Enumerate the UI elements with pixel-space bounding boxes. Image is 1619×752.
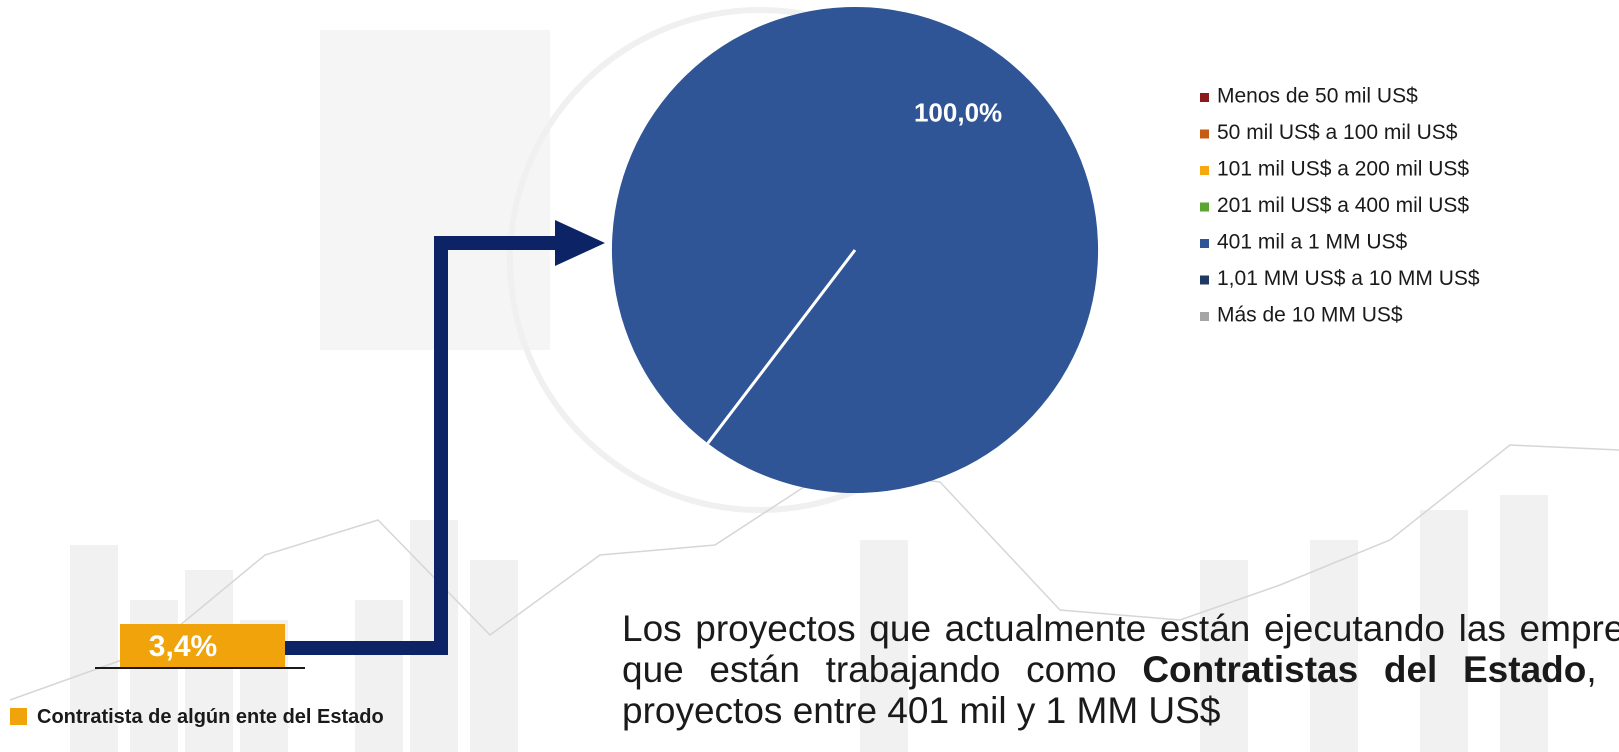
paragraph-text: Los proyectos que actualmente están ejec… xyxy=(622,608,1619,690)
legend-marker xyxy=(1200,202,1209,212)
legend-marker xyxy=(1200,166,1209,175)
background-decoration xyxy=(9,7,1619,752)
legend-label: 1,01 MM US$ a 10 MM US$ xyxy=(1217,267,1480,290)
callout-caption: Contratista de algún ente del Estado xyxy=(37,706,384,728)
pie: 100,0% xyxy=(611,6,1099,494)
callout-value: 3,4% xyxy=(149,630,217,663)
legend-label: Menos de 50 mil US$ xyxy=(1217,85,1418,108)
data-label: 100,0% xyxy=(914,98,1002,128)
caption-marker xyxy=(10,708,27,725)
legend-label: 201 mil US$ a 400 mil US$ xyxy=(1217,194,1469,217)
legend-marker xyxy=(1200,312,1209,321)
legend-marker xyxy=(1200,275,1209,285)
legend-label: Más de 10 MM US$ xyxy=(1217,304,1403,327)
slice-border xyxy=(706,249,857,445)
legend-marker xyxy=(1200,93,1209,102)
callout-badge xyxy=(120,624,285,668)
paragraph-text: , son proyectos entre 401 mil y 1 MM US$ xyxy=(622,649,1619,731)
legend-label: 401 mil a 1 MM US$ xyxy=(1217,231,1408,254)
legend-marker xyxy=(1200,129,1209,139)
legend-label: 101 mil US$ a 200 mil US$ xyxy=(1217,158,1469,181)
legend-marker xyxy=(1200,239,1209,248)
legend-label: 50 mil US$ a 100 mil US$ xyxy=(1217,121,1458,144)
connector-arrow xyxy=(285,220,605,655)
paragraph: Los proyectos que actualmente están ejec… xyxy=(622,608,1619,731)
paragraph-emphasis: Contratistas del Estado xyxy=(1142,649,1587,690)
